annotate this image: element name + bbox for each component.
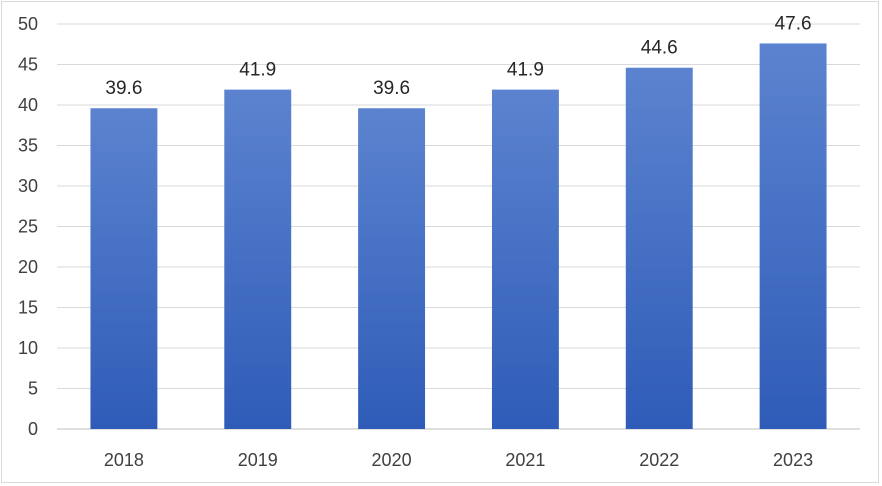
bar-2021 <box>491 89 559 430</box>
bar-2020 <box>358 108 426 430</box>
y-tick-label: 35 <box>18 136 38 156</box>
x-tick-label: 2022 <box>639 450 679 470</box>
gridlines <box>57 23 860 389</box>
bar-2022 <box>625 67 693 430</box>
data-label-2020: 39.6 <box>373 78 410 99</box>
data-label-2018: 39.6 <box>105 78 142 99</box>
bar-2019 <box>224 89 292 430</box>
y-tick-label: 10 <box>18 338 38 358</box>
y-tick-label: 20 <box>18 257 38 277</box>
y-tick-label: 25 <box>18 217 38 237</box>
data-label-2021: 41.9 <box>507 60 544 81</box>
y-tick-label: 15 <box>18 298 38 318</box>
data-label-2022: 44.6 <box>641 38 678 59</box>
y-tick-label: 40 <box>18 95 38 115</box>
data-label-2023: 47.6 <box>775 13 812 34</box>
x-tick-label: 2019 <box>238 450 278 470</box>
x-tick-label: 2023 <box>773 450 813 470</box>
bars <box>90 43 827 430</box>
y-tick-label: 0 <box>28 419 38 439</box>
y-tick-label: 30 <box>18 176 38 196</box>
x-tick-label: 2021 <box>505 450 545 470</box>
x-tick-label: 2020 <box>372 450 412 470</box>
x-tick-label: 2018 <box>104 450 144 470</box>
y-tick-label: 5 <box>28 379 38 399</box>
data-label-2019: 41.9 <box>239 60 276 81</box>
labels: 0 5 10 15 20 25 30 35 40 45 50 39.6 2018 41.9 2019 39.6… <box>18 13 813 470</box>
y-tick-label: 45 <box>18 55 38 75</box>
bar-2023 <box>759 43 827 429</box>
bar-2018 <box>90 108 158 430</box>
y-tick-label: 50 <box>18 14 38 34</box>
